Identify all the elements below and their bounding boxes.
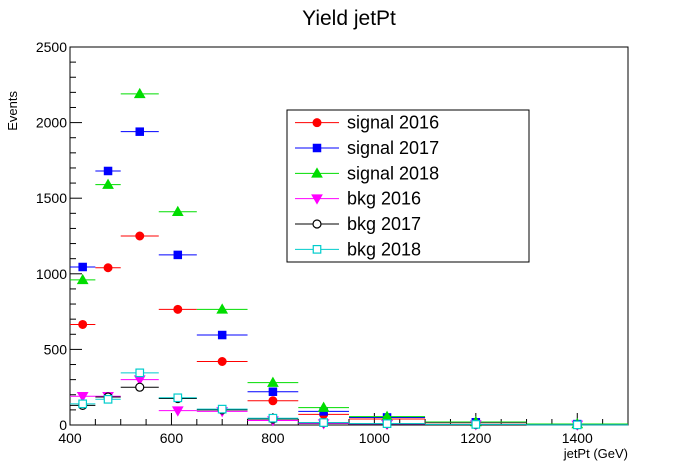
data-point [317, 401, 330, 412]
data-point [133, 87, 146, 99]
data-point [217, 330, 227, 340]
x-tick-label: 600 [160, 430, 184, 446]
data-point [135, 127, 144, 136]
y-tick-label: 2000 [36, 115, 67, 131]
data-point [268, 396, 278, 406]
legend-entry: signal 2018 [295, 163, 439, 183]
data-point [76, 392, 89, 403]
x-tick-label: 400 [58, 430, 82, 446]
legend-label: bkg 2018 [347, 239, 421, 259]
legend-entry: bkg 2016 [295, 189, 421, 209]
data-point [76, 273, 89, 285]
chart-title: Yield jetPt [302, 7, 396, 30]
y-tick-label: 1500 [36, 190, 67, 206]
y-tick-label: 2500 [36, 39, 67, 55]
data-point [217, 404, 227, 414]
data-point [135, 368, 145, 378]
data-point [173, 250, 183, 260]
y-tick-label: 1000 [36, 266, 67, 282]
data-point [267, 376, 279, 387]
data-point [102, 178, 114, 189]
legend-label: bkg 2016 [347, 189, 421, 209]
legend-entry: bkg 2018 [295, 239, 421, 259]
data-point [217, 356, 227, 366]
legend-entry: signal 2017 [295, 138, 439, 158]
legend-label: signal 2018 [347, 163, 439, 183]
data-point [471, 420, 481, 429]
data-point [268, 413, 278, 423]
data-point [171, 406, 184, 417]
data-point [78, 319, 88, 329]
data-point [268, 387, 278, 396]
x-axis: 400 600 800 1000 1200 1400 [58, 413, 629, 446]
data-point [78, 262, 87, 272]
data-point [171, 205, 184, 217]
legend-marker [312, 143, 322, 153]
data-point [572, 420, 582, 430]
legend-entry: signal 2016 [295, 113, 439, 133]
data-point [173, 304, 183, 314]
legend-box [286, 109, 530, 263]
data-point [382, 419, 392, 428]
y-axis-label: Events [5, 91, 20, 131]
legend-marker [312, 219, 322, 229]
data-point [135, 231, 145, 241]
legend-marker [311, 167, 323, 178]
data-point [78, 399, 88, 409]
data-point [173, 393, 183, 403]
legend-marker [312, 118, 322, 128]
data-point [319, 418, 328, 427]
series-layer [70, 87, 628, 431]
x-tick-label: 1400 [562, 430, 593, 446]
data-point [103, 394, 113, 404]
legend-label: signal 2017 [347, 138, 439, 158]
x-tick-label: 1000 [359, 430, 390, 446]
data-point [216, 303, 229, 314]
legend-label: bkg 2017 [347, 214, 421, 234]
y-axis: 0 500 1000 1500 2000 2500 [36, 39, 82, 433]
legend: signal 2016 signal 2017 signal 2018 bkg 201… [286, 109, 530, 263]
legend-marker [311, 194, 323, 205]
series-bkg-2018 [70, 368, 628, 430]
legend-label: signal 2016 [347, 113, 439, 133]
y-tick-label: 500 [44, 341, 68, 357]
data-point [135, 382, 145, 392]
legend-entry: bkg 2017 [295, 214, 421, 234]
x-axis-label: jetPt (GeV) [563, 446, 628, 461]
data-point [103, 166, 113, 176]
legend-marker [312, 244, 322, 254]
data-point [103, 263, 113, 273]
y-tick-label: 0 [59, 417, 67, 433]
x-tick-label: 1200 [460, 430, 491, 446]
x-tick-label: 800 [261, 430, 285, 446]
